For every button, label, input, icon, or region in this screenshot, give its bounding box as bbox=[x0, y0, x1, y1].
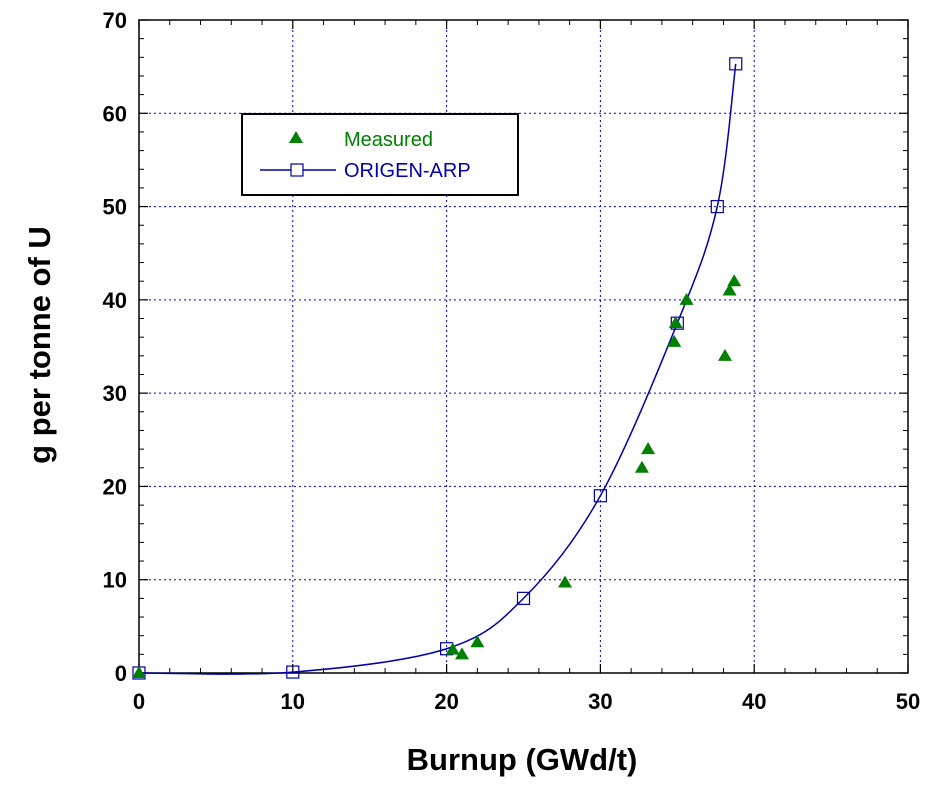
x-tick-labels: 0 10 20 30 40 50 bbox=[133, 689, 920, 714]
series-measured bbox=[132, 274, 742, 678]
legend-origen-label: ORIGEN-ARP bbox=[344, 160, 471, 182]
legend: Measured ORIGEN-ARP bbox=[241, 113, 519, 196]
x-axis-title: Burnup (GWd/t) bbox=[407, 742, 638, 777]
measured-point bbox=[470, 635, 485, 648]
measured-point bbox=[668, 316, 683, 329]
x-tick-label: 40 bbox=[742, 689, 766, 714]
measured-point bbox=[727, 274, 742, 287]
y-tick-label: 10 bbox=[103, 568, 127, 593]
origen-arp-point bbox=[729, 57, 743, 71]
x-tick-label: 30 bbox=[588, 689, 612, 714]
measured-point bbox=[679, 292, 694, 305]
origen-arp-point bbox=[516, 591, 531, 605]
measured-point bbox=[634, 460, 649, 473]
grid bbox=[139, 20, 908, 673]
y-tick-label: 20 bbox=[103, 474, 127, 499]
measured-point bbox=[667, 334, 682, 347]
measured-point bbox=[132, 666, 146, 678]
origen-arp-point bbox=[670, 316, 684, 330]
plot-frame bbox=[138, 19, 909, 674]
origen-arp-curve bbox=[138, 63, 737, 675]
y-tick-label: 60 bbox=[103, 101, 127, 126]
x-tick-label: 0 bbox=[133, 689, 145, 714]
x-tick-label: 10 bbox=[281, 689, 305, 714]
origen-arp-point bbox=[286, 665, 300, 679]
y-tick-labels: 0 10 20 30 40 50 60 70 bbox=[103, 8, 127, 686]
measured-point bbox=[641, 442, 656, 455]
origen-arp-point bbox=[710, 199, 724, 214]
origen-arp-point bbox=[593, 489, 608, 503]
x-tick-label: 50 bbox=[896, 689, 920, 714]
y-tick-label: 70 bbox=[103, 8, 127, 33]
x-tick-label: 20 bbox=[434, 689, 458, 714]
measured-point bbox=[445, 642, 460, 655]
legend-box bbox=[241, 113, 519, 196]
measured-point bbox=[558, 575, 573, 588]
y-tick-label: 40 bbox=[103, 288, 127, 313]
measured-point bbox=[454, 647, 469, 660]
y-tick-label: 0 bbox=[115, 661, 127, 686]
y-axis-title: g per tonne of U bbox=[22, 226, 57, 464]
legend-measured-marker bbox=[289, 131, 303, 143]
legend-origen-marker bbox=[290, 163, 304, 177]
measured-point bbox=[722, 283, 737, 296]
y-tick-label: 30 bbox=[103, 381, 127, 406]
y-tick-label: 50 bbox=[103, 195, 127, 220]
measured-point bbox=[717, 348, 732, 361]
legend-measured-label: Measured bbox=[344, 129, 433, 151]
